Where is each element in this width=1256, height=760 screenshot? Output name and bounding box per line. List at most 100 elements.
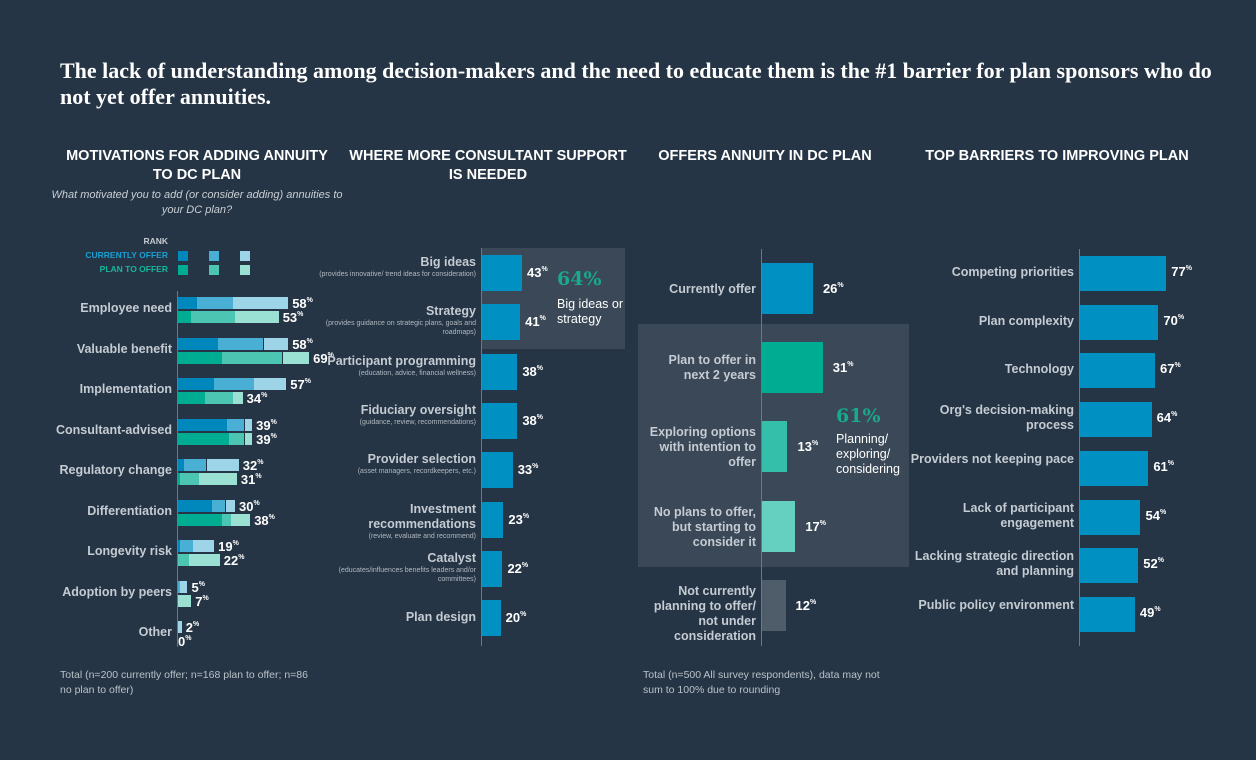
- value-number: 26: [822, 281, 838, 296]
- category-label: Plan complexity: [978, 313, 1074, 328]
- chart3-callout-text: Planning/ exploring/ considering: [836, 432, 900, 476]
- currently-rank3-bar: [254, 378, 287, 390]
- category-name: Big ideas: [420, 255, 476, 269]
- value-number: 34: [246, 391, 262, 406]
- chart4-title: TOP BARRIERS TO IMPROVING PLAN: [925, 148, 1189, 164]
- percent-sign: %: [202, 594, 209, 602]
- chart2-callout-value: 64%: [557, 268, 602, 290]
- category-description: (education, advice, financial wellness): [358, 369, 476, 377]
- chart2-title: WHERE MORE CONSULTANT SUPPORT IS NEEDED: [349, 148, 627, 183]
- legend-plan-to-offer: PLAN TO OFFER: [99, 264, 168, 274]
- value-number: 57: [290, 377, 305, 392]
- value-label: 38%: [522, 413, 543, 428]
- category-label: Strategy (provides guidance on strategic …: [300, 304, 476, 337]
- plan-rank3-bar: [189, 554, 220, 566]
- currently-rank3-bar: [179, 580, 188, 593]
- plan-rank3-bar: [231, 513, 251, 526]
- value-number: 38: [522, 363, 537, 379]
- legend-swatch-currently-rank-1: [178, 251, 188, 261]
- category-description: (review, evaluate and recommend): [368, 532, 476, 540]
- category-name: Fiduciary oversight: [360, 402, 476, 417]
- category-label: Regulatory change: [59, 463, 172, 477]
- percent-sign: %: [819, 520, 827, 527]
- value-label: 38%: [522, 363, 543, 379]
- value-number: 23: [508, 511, 523, 527]
- category-label: Org's decision-making process: [939, 403, 1074, 433]
- category-label: Lack of participant engagement: [962, 500, 1074, 530]
- value-label: 12%: [796, 599, 817, 613]
- category-label: Catalyst (educates/influences benefits le…: [300, 551, 476, 584]
- value-label: 20%: [506, 611, 527, 625]
- category-label: Longevity risk: [87, 544, 172, 558]
- value-number: 2: [185, 620, 194, 635]
- percent-sign: %: [532, 463, 539, 471]
- currently-value-label: 30%: [239, 500, 260, 513]
- category-label: Other: [138, 625, 172, 639]
- category-name: Participant programming: [327, 353, 476, 368]
- value-label: 23%: [508, 511, 530, 527]
- currently-rank2-bar: [179, 540, 194, 552]
- value-number: 39: [256, 417, 271, 433]
- percent-sign: %: [1185, 265, 1192, 272]
- currently-value-label: 5%: [192, 581, 205, 594]
- currently-value-label: 19%: [218, 540, 239, 553]
- currently-rank2-bar: [214, 378, 254, 390]
- value-bar: [1080, 304, 1159, 340]
- value-label: 33%: [518, 463, 539, 477]
- plan-rank2-bar: [221, 351, 283, 364]
- percent-sign: %: [261, 392, 268, 399]
- category-name: Investment recommendations: [368, 501, 476, 531]
- value-number: 19: [218, 539, 233, 554]
- currently-rank3-bar: [225, 499, 235, 512]
- legend-currently-offer: CURRENTLY OFFER: [85, 250, 168, 260]
- value-bar: [762, 342, 823, 393]
- value-number: 67: [1160, 361, 1175, 377]
- percent-sign: %: [257, 459, 264, 466]
- category-description: (provides innovative/ trend ideas for co…: [319, 271, 476, 278]
- plan-value-label: 34%: [247, 392, 268, 405]
- category-description: (provides guidance on strategic plans, g…: [325, 320, 476, 337]
- currently-value-label: 39%: [256, 419, 277, 432]
- percent-sign: %: [185, 635, 192, 642]
- value-label: 77%: [1171, 265, 1192, 279]
- value-number: 22: [507, 560, 522, 576]
- category-name: Plan design: [405, 610, 476, 625]
- currently-rank2-bar: [227, 418, 245, 431]
- chart2-axis: [481, 248, 482, 646]
- value-label: 26%: [823, 282, 844, 296]
- category-label: Participant programming (education, advic…: [300, 354, 476, 378]
- value-bar: [482, 501, 504, 538]
- percent-sign: %: [253, 499, 260, 507]
- value-number: 43: [526, 265, 542, 280]
- percent-sign: %: [520, 611, 527, 619]
- chart1-subtitle: What motivated you to add (or consider a…: [51, 189, 343, 216]
- currently-rank3-bar: [263, 337, 289, 350]
- value-number: 7: [195, 593, 203, 609]
- currently-value-label: 57%: [290, 378, 311, 391]
- category-label: Plan design: [300, 610, 476, 625]
- value-number: 31: [240, 472, 256, 487]
- chart2-callout-text: Big ideas or strategy: [557, 297, 624, 326]
- currently-rank3-bar: [206, 459, 239, 471]
- value-bar: [482, 304, 521, 341]
- percent-sign: %: [847, 361, 854, 368]
- currently-rank3-bar: [178, 621, 182, 633]
- currently-rank1-bar: [178, 499, 213, 512]
- value-bar: [1080, 256, 1167, 291]
- value-bar: [482, 353, 518, 390]
- value-label: 49%: [1140, 605, 1161, 620]
- plan-value-label: 39%: [256, 433, 277, 446]
- percent-sign: %: [541, 266, 548, 273]
- category-name: Strategy: [425, 304, 476, 319]
- value-number: 30: [239, 498, 254, 514]
- plan-value-label: 69%: [313, 352, 334, 365]
- currently-value-label: 32%: [243, 459, 264, 472]
- plan-rank3-bar: [235, 311, 279, 323]
- value-bar: [762, 421, 788, 472]
- plan-rank3-bar: [244, 432, 253, 445]
- percent-sign: %: [522, 512, 530, 520]
- value-bar: [762, 580, 786, 631]
- chart1-footnote: Total (n=200 currently offer; n=168 plan…: [60, 669, 308, 696]
- value-label: 31%: [833, 361, 854, 375]
- plan-rank2-bar: [204, 392, 234, 404]
